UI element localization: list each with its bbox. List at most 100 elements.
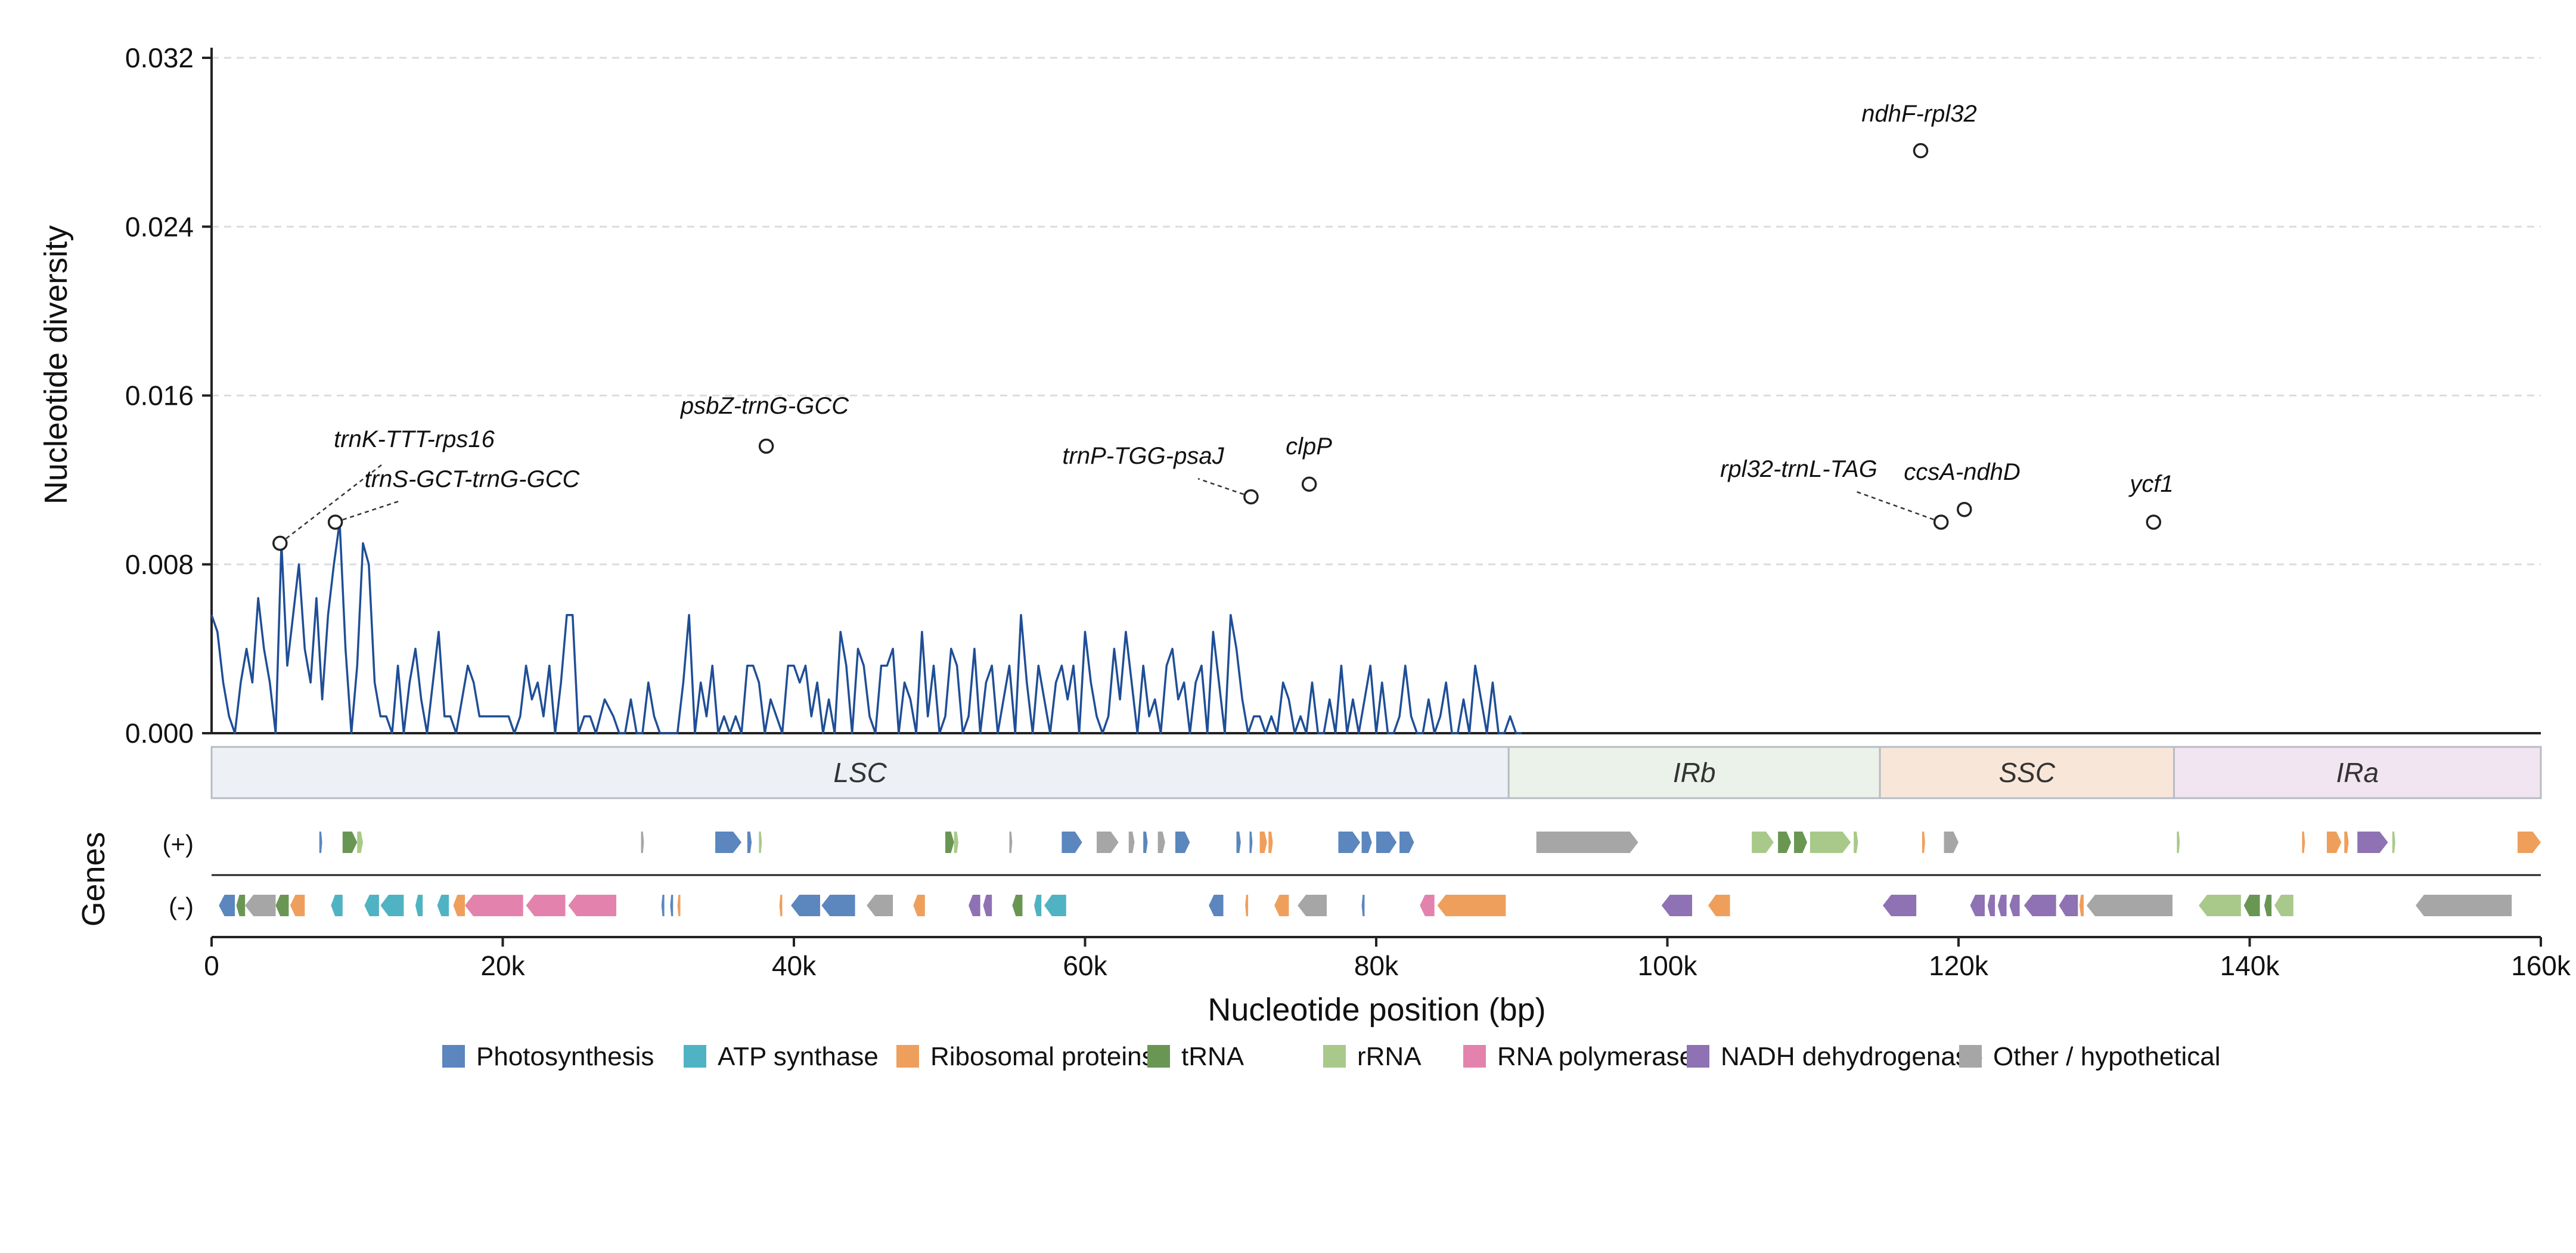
region-ira <box>2172 746 2542 799</box>
x-tick-label: 160k <box>2511 950 2571 981</box>
legend-label: Other / hypothetical <box>1993 1042 2221 1071</box>
gene-block <box>1987 895 1995 916</box>
peak-label: ndhF-rpl32 <box>1861 101 1976 127</box>
y-axis-title: Nucleotide diversity <box>38 225 74 504</box>
gene-block <box>2357 832 2388 853</box>
gene-block <box>1236 832 1241 853</box>
region-irb <box>1507 746 1881 799</box>
legend-swatch <box>442 1045 465 1068</box>
peak-label: ycf1 <box>2128 471 2173 497</box>
peak-leader-line <box>335 500 401 523</box>
genome-regions: LSC IRb SSC IRa <box>210 746 2542 799</box>
gene-block <box>945 832 954 853</box>
gene-block <box>1012 895 1023 916</box>
x-tick-label: 40k <box>772 950 817 981</box>
gene-block <box>1128 832 1135 853</box>
peak-label: clpP <box>1286 433 1332 460</box>
gene-block <box>1882 895 1917 916</box>
strand-label-plus: (+) <box>163 830 194 858</box>
gene-block <box>1778 832 1792 853</box>
gene-block <box>245 895 276 916</box>
gene-block <box>1259 832 1267 853</box>
gene-block <box>415 895 423 916</box>
legend-swatch <box>896 1045 919 1068</box>
x-tick-label: 100k <box>1638 950 1698 981</box>
gene-block <box>1249 832 1253 853</box>
gene-block <box>954 832 959 853</box>
gene-block <box>1854 832 1858 853</box>
legend-label: rRNA <box>1357 1042 1422 1071</box>
legend-swatch <box>1959 1045 1982 1068</box>
region-label: SSC <box>1999 757 2056 788</box>
gene-block <box>715 832 742 853</box>
x-tick-label: 80k <box>1354 950 1399 981</box>
peak-label: trnS-GCT-trnG-GCC <box>365 466 581 492</box>
gene-block <box>1997 895 2007 916</box>
x-tick-label: 140k <box>2220 950 2280 981</box>
gene-block <box>2023 895 2056 916</box>
gene-block <box>1361 832 1372 853</box>
gene-block <box>1245 895 1249 916</box>
legend-label: Ribosomal proteins <box>930 1042 1155 1071</box>
gene-block <box>437 895 449 916</box>
region-label: LSC <box>833 757 887 788</box>
gene-block <box>779 895 783 916</box>
gene-block <box>2264 895 2272 916</box>
gene-block <box>1175 832 1190 853</box>
strand-label-minus: (-) <box>169 892 194 920</box>
gene-block <box>1062 832 1082 853</box>
gene-block <box>677 895 681 916</box>
peak-label: rpl32-trnL-TAG <box>1720 456 1877 482</box>
gene-block <box>1209 895 1224 916</box>
peak-marker <box>1301 476 1317 492</box>
x-tick-label: 20k <box>480 950 525 981</box>
gene-block <box>464 895 523 916</box>
diversity-line <box>210 521 1522 734</box>
gene-block <box>2009 895 2020 916</box>
gene-block <box>236 895 246 916</box>
gene-block <box>791 895 820 916</box>
legend-label: tRNA <box>1181 1042 1244 1071</box>
y-tick-label: 0.000 <box>125 718 194 749</box>
gene-block <box>290 895 305 916</box>
peak-label: trnK-TTT-rps16 <box>334 426 495 452</box>
gene-block <box>983 895 992 916</box>
peak-marker <box>327 514 343 530</box>
gene-block <box>2344 832 2349 853</box>
gene-block <box>1944 832 1959 853</box>
legend-swatch <box>1323 1045 1346 1068</box>
peak-annotations: trnK-TTT-rps16 trnS-GCT-trnG-GCC psbZ-trnG… <box>272 101 2174 551</box>
gene-block <box>1361 895 1365 916</box>
gene-block <box>661 895 665 916</box>
gene-track: (+) (-) <box>163 830 2541 938</box>
gene-block <box>2302 832 2305 853</box>
peak-label: ccsA-ndhD <box>1904 459 2021 485</box>
legend-swatch <box>1463 1045 1486 1068</box>
gene-block <box>2415 895 2512 916</box>
y-tick-label: 0.016 <box>125 380 194 411</box>
y-tick-label: 0.032 <box>125 42 194 73</box>
gene-block <box>1420 895 1435 916</box>
peak-marker <box>1243 489 1259 505</box>
x-axis: 0 20k 40k 60k 80k 100k 120k 140k 160k <box>204 937 2571 981</box>
gene-block <box>331 895 343 916</box>
legend-label: Photosynthesis <box>476 1042 654 1071</box>
gene-block <box>641 832 644 853</box>
gene-block <box>1810 832 1851 853</box>
region-label: IRa <box>2336 757 2379 788</box>
gene-block <box>1661 895 1693 916</box>
gene-block <box>1376 832 1397 853</box>
peak-label: psbZ-trnG-GCC <box>680 393 849 419</box>
legend-label: RNA polymerase <box>1497 1042 1694 1071</box>
gene-block <box>1970 895 1985 916</box>
gene-block <box>1097 832 1119 853</box>
peak-marker <box>1913 143 1929 159</box>
gene-block <box>275 895 289 916</box>
gene-block <box>747 832 752 853</box>
peak-marker <box>2146 514 2162 530</box>
gene-block <box>2199 895 2241 916</box>
gene-block <box>1034 895 1042 916</box>
gene-block <box>1298 895 1327 916</box>
peak-leader-line <box>280 464 382 544</box>
